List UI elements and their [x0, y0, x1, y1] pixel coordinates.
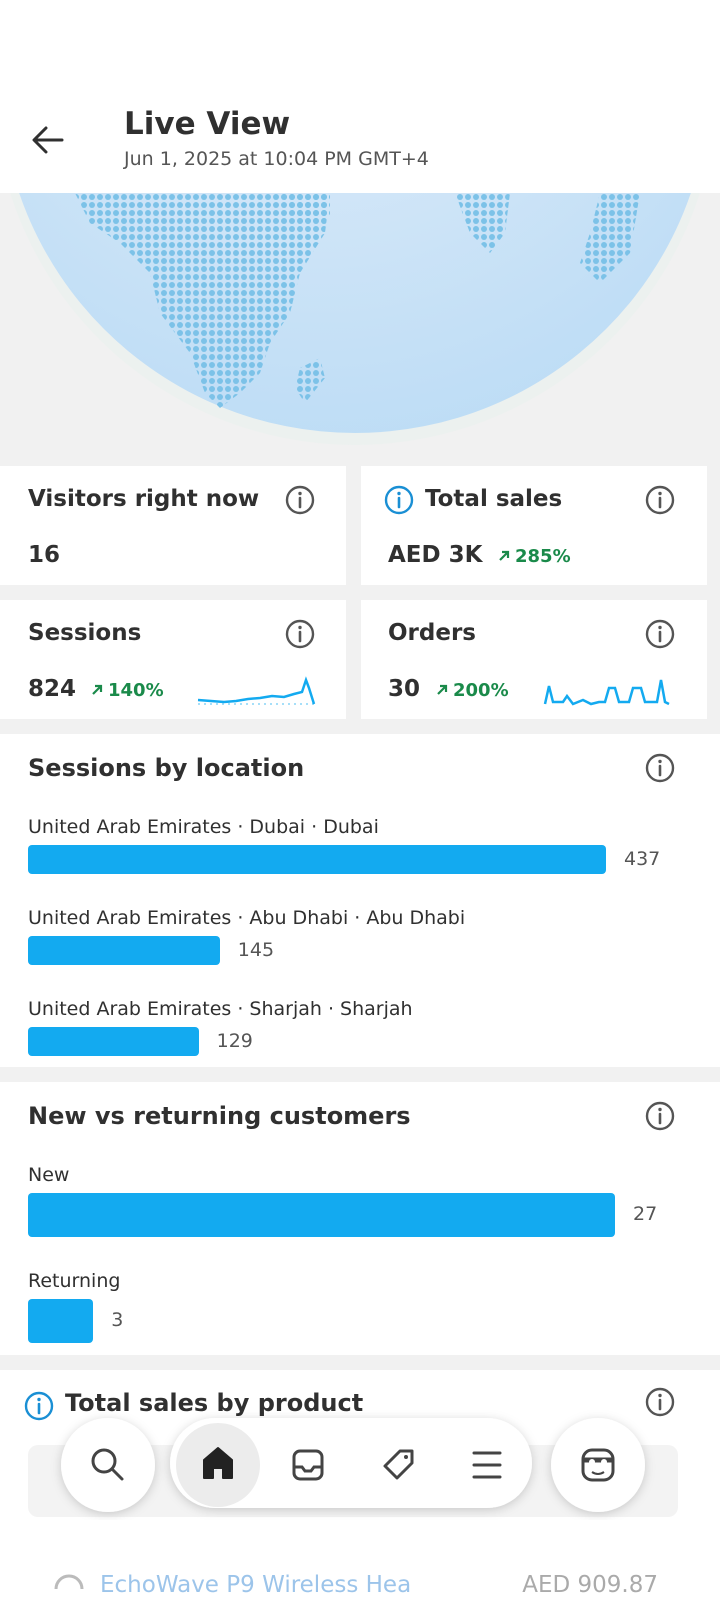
trend-arrow [92, 684, 103, 695]
product-name[interactable]: EchoWave P9 Wireless Hea [100, 1572, 412, 1598]
bar-label: United Arab Emirates · Abu Dhabi · Abu D… [28, 907, 466, 929]
title: Live View [124, 106, 291, 142]
metric-value: AED 3K [388, 542, 483, 568]
metric-value: 824 [28, 676, 77, 702]
metric-label: Visitors right now [28, 486, 260, 512]
info-icon[interactable] [644, 1100, 676, 1132]
bar-label: Returning [28, 1270, 121, 1292]
info-icon[interactable] [383, 484, 415, 516]
bar [28, 936, 220, 965]
info-icon[interactable] [644, 752, 676, 784]
bar [28, 845, 606, 874]
bar [28, 1299, 94, 1343]
info-icon[interactable] [284, 484, 316, 516]
menu-tab[interactable] [472, 1451, 502, 1479]
sessions-by-location: Sessions by location United Arab Emirate… [0, 734, 720, 1067]
metric-card[interactable]: Total sales AED 3K 285% [361, 466, 707, 585]
tag-tab[interactable] [383, 1449, 414, 1480]
metric-value: 30 [388, 676, 421, 702]
info-icon[interactable] [644, 1386, 676, 1418]
metric-card[interactable]: Orders 30 200% [361, 600, 707, 719]
bar [28, 1027, 199, 1056]
bar-label: New [28, 1164, 70, 1186]
metric-card[interactable]: Sessions 824 140% [0, 600, 346, 719]
search-tab[interactable] [91, 1448, 124, 1481]
globe [0, 193, 720, 465]
info-icon[interactable] [284, 618, 316, 650]
metric-change: 140% [108, 680, 164, 701]
info-icon[interactable] [644, 484, 676, 516]
section-title: Total sales by product [65, 1389, 364, 1417]
metric-label: Total sales [425, 486, 563, 512]
subtitle: Jun 1, 2025 at 10:04 PM GMT+4 [124, 148, 429, 170]
bar [28, 1193, 615, 1237]
metric-change: 200% [453, 680, 509, 701]
bar-value: 27 [633, 1203, 658, 1225]
product-icon [54, 1574, 84, 1590]
trend-arrow [499, 550, 510, 561]
new-vs-returning: New vs returning customers New 27 Returnin… [0, 1082, 720, 1355]
section-title: Sessions by location [28, 754, 305, 782]
header: Live View Jun 1, 2025 at 10:04 PM GMT+4 [0, 0, 720, 193]
bar-value: 129 [216, 1029, 253, 1052]
profile-tab[interactable] [581, 1448, 615, 1482]
info-icon[interactable] [23, 1390, 55, 1422]
metric-label: Orders [388, 620, 476, 646]
info-icon[interactable] [644, 618, 676, 650]
bar-value: 145 [237, 938, 275, 961]
sparkline [197, 676, 316, 705]
metric-value: 16 [28, 542, 61, 568]
bar-value: 3 [111, 1309, 124, 1331]
metric-change: 285% [515, 546, 571, 567]
section-title: New vs returning customers [28, 1102, 411, 1130]
home-tab[interactable] [203, 1447, 233, 1479]
sparkline [543, 679, 670, 706]
bar-value: 437 [624, 847, 661, 870]
bar-label: United Arab Emirates · Dubai · Dubai [28, 816, 379, 838]
metric-card[interactable]: Visitors right now 16 [0, 466, 346, 585]
inbox-tab[interactable] [292, 1449, 324, 1481]
back-button[interactable] [30, 122, 66, 158]
bottom-nav [61, 1418, 645, 1512]
bar-label: United Arab Emirates · Sharjah · Sharjah [28, 998, 413, 1020]
trend-arrow [437, 684, 448, 695]
metric-label: Sessions [28, 620, 142, 646]
product-sales: AED 909.87 [522, 1572, 658, 1598]
